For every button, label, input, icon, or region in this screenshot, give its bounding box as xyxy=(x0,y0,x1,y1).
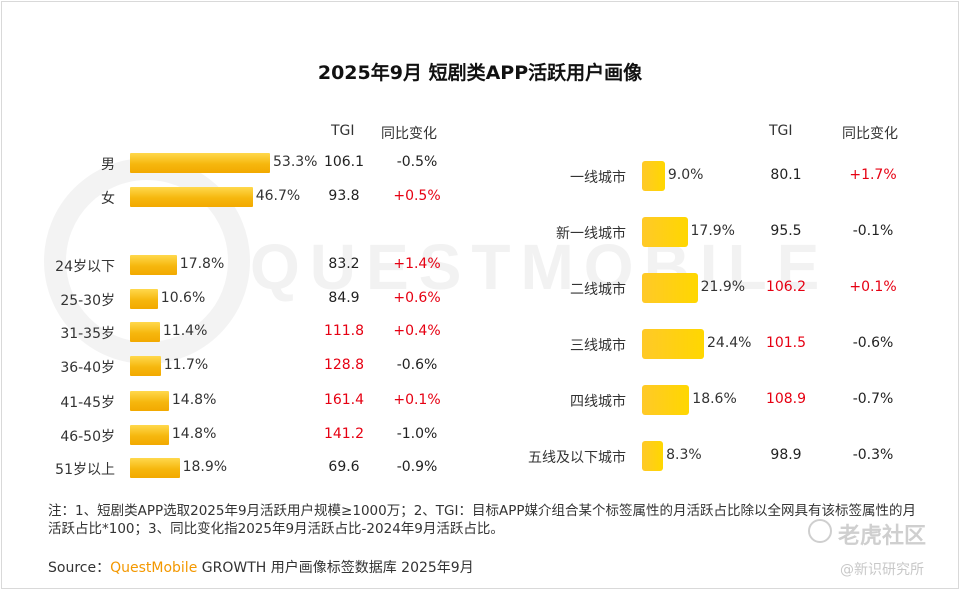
right-bar xyxy=(642,385,690,415)
watermark-text: QUESTMOBILE xyxy=(250,231,830,303)
right-value-label: 21.9% xyxy=(700,279,746,295)
left-bar xyxy=(130,255,177,275)
right-value-label: 24.4% xyxy=(707,335,752,351)
left-change-value: +0.6% xyxy=(393,290,441,306)
right-tgi-value: 108.9 xyxy=(765,391,807,407)
left-change-value: -0.6% xyxy=(396,357,438,373)
tiger-logo-icon xyxy=(808,519,832,543)
left-category-label: 51岁以上 xyxy=(55,462,115,478)
left-tgi-value: 93.8 xyxy=(328,188,360,204)
right-change-value: -0.6% xyxy=(852,335,894,351)
left-value-label: 11.4% xyxy=(162,323,208,339)
left-change-value: +0.1% xyxy=(393,392,441,408)
left-tgi-header: TGI xyxy=(331,123,355,139)
left-change-value: -1.0% xyxy=(396,426,438,442)
left-bar xyxy=(130,356,161,376)
left-tgi-value: 161.4 xyxy=(323,392,365,408)
right-tgi-value: 106.2 xyxy=(765,279,807,295)
source-rest: GROWTH 用户画像标签数据库 2025年9月 xyxy=(201,560,474,576)
left-tgi-value: 111.8 xyxy=(323,323,365,339)
left-tgi-value: 69.6 xyxy=(328,459,360,475)
source-prefix: Source： xyxy=(48,560,111,576)
right-change-value: -0.1% xyxy=(852,223,894,239)
left-category-label: 24岁以下 xyxy=(55,259,115,275)
right-change-value: -0.7% xyxy=(852,391,894,407)
right-category-label: 四线城市 xyxy=(570,394,626,410)
left-change-value: +0.5% xyxy=(393,188,441,204)
left-bar xyxy=(130,289,158,309)
right-tgi-value: 98.9 xyxy=(770,447,802,463)
right-tgi-value: 80.1 xyxy=(770,167,802,183)
right-tgi-value: 95.5 xyxy=(770,223,802,239)
left-change-header: 同比变化 xyxy=(381,126,437,142)
left-value-label: 17.8% xyxy=(179,256,225,272)
right-change-value: +1.7% xyxy=(849,167,897,183)
right-bar xyxy=(642,161,665,191)
source-brand: QuestMobile xyxy=(110,560,198,576)
right-category-label: 一线城市 xyxy=(570,170,626,186)
right-bar xyxy=(642,217,688,247)
watermark-handle: @新识研究所 xyxy=(840,562,924,578)
source-line: Source：QuestMobile GROWTH 用户画像标签数据库 2025… xyxy=(48,557,474,577)
left-bar xyxy=(130,425,169,445)
left-bar xyxy=(130,391,169,411)
left-bar xyxy=(130,322,160,342)
right-bar xyxy=(642,273,698,303)
left-bar xyxy=(130,153,270,173)
left-category-label: 女 xyxy=(101,191,115,207)
left-tgi-value: 106.1 xyxy=(323,154,365,170)
right-category-label: 三线城市 xyxy=(570,338,626,354)
left-change-value: -0.9% xyxy=(396,459,438,475)
left-tgi-value: 128.8 xyxy=(323,357,365,373)
left-value-label: 18.9% xyxy=(182,459,228,475)
left-value-label: 11.7% xyxy=(163,357,209,373)
left-value-label: 10.6% xyxy=(160,290,206,306)
right-category-label: 二线城市 xyxy=(570,282,626,298)
logo-text: 老虎社区 xyxy=(838,524,927,549)
right-value-label: 8.3% xyxy=(666,447,702,463)
left-bar xyxy=(130,187,253,207)
footnote: 注：1、短剧类APP选取2025年9月活跃用户规模≥1000万；2、TGI：目标… xyxy=(48,503,917,537)
right-bar xyxy=(642,329,704,359)
left-category-label: 41-45岁 xyxy=(60,395,115,411)
right-value-label: 18.6% xyxy=(692,391,737,407)
left-category-label: 46-50岁 xyxy=(60,429,115,445)
left-tgi-value: 84.9 xyxy=(328,290,360,306)
left-category-label: 男 xyxy=(101,157,115,173)
right-change-header: 同比变化 xyxy=(842,126,898,142)
left-tgi-value: 83.2 xyxy=(328,256,360,272)
left-category-label: 36-40岁 xyxy=(60,360,115,376)
chart-title: 2025年9月 短剧类APP活跃用户画像 xyxy=(317,62,643,84)
right-category-label: 五线及以下城市 xyxy=(528,450,626,466)
right-bar xyxy=(642,441,664,471)
left-category-label: 25-30岁 xyxy=(60,293,115,309)
right-change-value: +0.1% xyxy=(849,279,897,295)
left-tgi-value: 141.2 xyxy=(323,426,365,442)
left-value-label: 46.7% xyxy=(255,188,301,204)
right-value-label: 9.0% xyxy=(667,167,704,183)
left-change-value: +1.4% xyxy=(393,256,441,272)
right-change-value: -0.3% xyxy=(852,447,894,463)
left-value-label: 14.8% xyxy=(171,426,217,442)
right-value-label: 17.9% xyxy=(690,223,735,239)
left-category-label: 31-35岁 xyxy=(60,326,115,342)
left-change-value: +0.4% xyxy=(393,323,441,339)
left-change-value: -0.5% xyxy=(396,154,438,170)
right-tgi-header: TGI xyxy=(769,123,793,139)
left-bar xyxy=(130,458,180,478)
left-value-label: 53.3% xyxy=(273,154,318,170)
right-tgi-value: 101.5 xyxy=(765,335,807,351)
right-category-label: 新一线城市 xyxy=(556,226,626,242)
left-value-label: 14.8% xyxy=(171,392,217,408)
